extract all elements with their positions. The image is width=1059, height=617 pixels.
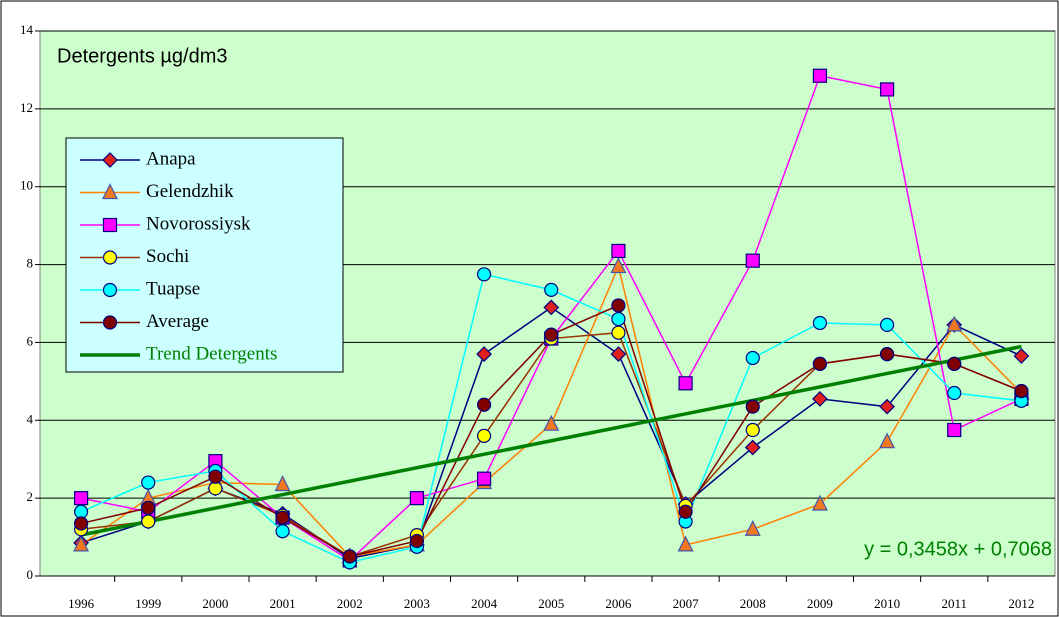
marker [610, 346, 627, 362]
marker [947, 422, 962, 438]
y-tick-label: 2 [27, 489, 34, 504]
marker [812, 315, 828, 331]
marker [611, 311, 626, 327]
marker [102, 315, 118, 330]
y-tick-label: 4 [27, 411, 34, 426]
marker [745, 399, 760, 414]
marker [275, 510, 290, 525]
marker [947, 385, 962, 401]
marker [879, 398, 895, 415]
legend-label: Trend Detergents [146, 343, 277, 364]
marker [812, 391, 828, 407]
marker [476, 346, 492, 362]
legend-label: Gelendzhik [146, 181, 234, 202]
trend-line [80, 344, 1022, 537]
x-tick-label: 2008 [740, 596, 766, 611]
marker [208, 481, 223, 496]
marker [73, 535, 90, 552]
marker [744, 439, 761, 456]
marker [610, 257, 627, 274]
marker [274, 475, 291, 492]
marker [879, 317, 895, 333]
trend-equation: y = 0,3458x + 0,7068 [864, 538, 1052, 560]
marker [141, 500, 156, 515]
marker [677, 535, 694, 552]
x-tick-label: 1996 [68, 596, 95, 611]
x-tick-label: 2004 [471, 596, 498, 611]
marker [611, 325, 626, 340]
marker [744, 519, 761, 536]
marker [476, 428, 492, 443]
marker [543, 414, 560, 431]
marker [544, 327, 559, 342]
marker [476, 397, 492, 412]
marker [811, 494, 828, 511]
x-tick-label: 2001 [270, 596, 296, 611]
marker [745, 422, 760, 438]
marker [611, 243, 626, 259]
marker [1014, 383, 1029, 399]
y-tick-label: 14 [20, 22, 34, 37]
y-tick-label: 0 [27, 567, 34, 582]
marker [409, 533, 425, 549]
x-tick-label: 2006 [605, 596, 632, 611]
marker [73, 516, 89, 531]
legend-label: Sochi [146, 246, 189, 267]
marker [678, 504, 693, 519]
marker [141, 514, 156, 529]
marker [812, 356, 828, 371]
legend-label: Average [146, 311, 209, 332]
marker [102, 152, 118, 168]
marker [102, 183, 118, 200]
x-tick-label: 2007 [673, 596, 700, 611]
marker [102, 250, 118, 265]
marker [102, 217, 118, 233]
marker [879, 347, 895, 362]
legend-label: Novorossiysk [146, 213, 251, 234]
marker [342, 549, 357, 564]
x-tick-label: 2009 [807, 596, 833, 611]
marker [476, 471, 492, 486]
marker [678, 376, 693, 391]
legend-label: Anapa [146, 148, 196, 169]
marker [102, 282, 118, 298]
marker [879, 82, 895, 97]
marker [208, 469, 223, 484]
x-tick-label: 2012 [1008, 596, 1034, 611]
marker [275, 524, 290, 539]
marker [947, 356, 962, 371]
x-tick-label: 2010 [874, 596, 900, 611]
marker [745, 350, 760, 366]
y-tick-label: 6 [27, 333, 34, 348]
y-tick-label: 10 [20, 178, 33, 193]
marker [476, 267, 492, 282]
chart-title: Detergents µg/dm3 [57, 45, 228, 67]
legend-label: Tuapse [146, 278, 200, 299]
marker [141, 475, 156, 490]
y-tick-label: 12 [20, 100, 33, 115]
marker [812, 68, 828, 83]
x-tick-label: 2005 [538, 596, 564, 611]
x-tick-label: 2000 [202, 596, 228, 611]
marker [544, 282, 559, 297]
x-tick-label: 2003 [404, 596, 430, 611]
marker [73, 504, 89, 519]
marker [543, 299, 560, 316]
x-tick-label: 2002 [337, 596, 363, 611]
marker [745, 253, 760, 268]
x-tick-label: 1999 [135, 596, 161, 611]
marker [1013, 348, 1030, 364]
marker [879, 432, 896, 449]
x-tick-label: 2011 [941, 596, 967, 611]
marker [73, 491, 89, 506]
y-tick-label: 8 [27, 256, 34, 271]
marker [611, 298, 626, 313]
marker [946, 315, 963, 332]
marker [409, 491, 425, 506]
